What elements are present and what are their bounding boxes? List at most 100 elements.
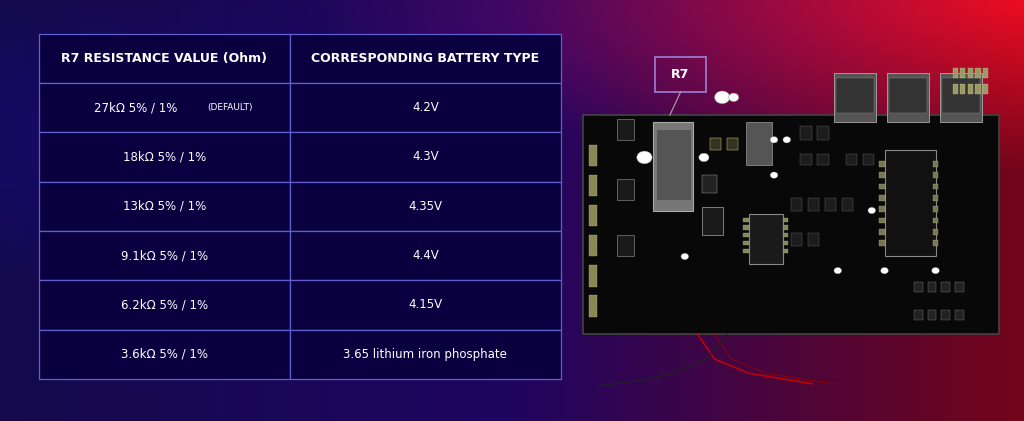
- Circle shape: [681, 253, 688, 260]
- Text: 13kΩ 5% / 1%: 13kΩ 5% / 1%: [123, 200, 206, 213]
- Bar: [928, 282, 936, 292]
- Bar: [933, 218, 938, 223]
- Bar: [39, 330, 290, 379]
- Bar: [952, 84, 957, 94]
- Bar: [743, 218, 749, 222]
- Bar: [933, 172, 938, 178]
- Bar: [743, 225, 749, 229]
- Bar: [39, 34, 290, 83]
- Bar: [933, 240, 938, 246]
- Bar: [39, 132, 290, 181]
- Bar: [879, 229, 885, 234]
- Text: R7 RESISTANCE VALUE (Ohm): R7 RESISTANCE VALUE (Ohm): [61, 52, 267, 65]
- Bar: [290, 181, 561, 231]
- Bar: [879, 240, 885, 246]
- Bar: [782, 241, 788, 245]
- Text: 6.2kΩ 5% / 1%: 6.2kΩ 5% / 1%: [121, 298, 208, 312]
- Bar: [39, 280, 290, 330]
- Bar: [952, 68, 957, 78]
- Bar: [816, 125, 829, 140]
- Bar: [290, 83, 561, 132]
- Bar: [791, 234, 802, 246]
- Bar: [701, 207, 723, 235]
- Bar: [955, 282, 964, 292]
- Bar: [583, 115, 999, 334]
- Bar: [782, 249, 788, 253]
- Bar: [653, 122, 693, 210]
- Bar: [701, 175, 717, 193]
- Bar: [743, 241, 749, 245]
- Bar: [879, 184, 885, 189]
- Circle shape: [770, 136, 778, 143]
- Circle shape: [715, 91, 730, 104]
- Bar: [39, 231, 290, 280]
- Bar: [983, 84, 988, 94]
- Text: R7: R7: [672, 68, 690, 81]
- Text: 9.1kΩ 5% / 1%: 9.1kΩ 5% / 1%: [121, 249, 208, 262]
- Bar: [290, 34, 561, 83]
- Bar: [743, 249, 749, 253]
- Text: 4.35V: 4.35V: [409, 200, 442, 213]
- Text: (DEFAULT): (DEFAULT): [207, 103, 252, 112]
- Bar: [825, 198, 836, 210]
- Text: 4.3V: 4.3V: [412, 150, 438, 163]
- Circle shape: [770, 172, 778, 179]
- Bar: [879, 161, 885, 167]
- Bar: [968, 68, 973, 78]
- Bar: [290, 330, 561, 379]
- Bar: [589, 235, 597, 256]
- Text: 27kΩ 5% / 1%: 27kΩ 5% / 1%: [94, 101, 177, 114]
- Bar: [743, 233, 749, 237]
- Text: 3.65 lithium iron phosphate: 3.65 lithium iron phosphate: [343, 348, 507, 361]
- Circle shape: [783, 136, 791, 143]
- Circle shape: [637, 151, 652, 164]
- Bar: [933, 184, 938, 189]
- Bar: [589, 205, 597, 226]
- Bar: [746, 122, 772, 165]
- Bar: [616, 179, 634, 200]
- Bar: [749, 214, 782, 264]
- Bar: [955, 310, 964, 320]
- Bar: [782, 233, 788, 237]
- Text: 4.15V: 4.15V: [409, 298, 442, 312]
- Bar: [727, 138, 738, 150]
- Bar: [39, 83, 290, 132]
- Bar: [940, 72, 982, 122]
- Text: 4.4V: 4.4V: [412, 249, 438, 262]
- Bar: [846, 154, 857, 165]
- Bar: [782, 218, 788, 222]
- Bar: [968, 84, 973, 94]
- Bar: [887, 72, 929, 122]
- Bar: [889, 78, 927, 113]
- Bar: [836, 78, 873, 113]
- Bar: [616, 119, 634, 140]
- Bar: [791, 198, 802, 210]
- Circle shape: [698, 153, 709, 162]
- Bar: [983, 68, 988, 78]
- Circle shape: [728, 93, 738, 101]
- Circle shape: [881, 267, 889, 274]
- Bar: [616, 235, 634, 256]
- Text: 18kΩ 5% / 1%: 18kΩ 5% / 1%: [123, 150, 206, 163]
- Bar: [834, 72, 876, 122]
- Bar: [808, 234, 818, 246]
- Bar: [656, 129, 691, 200]
- Bar: [961, 84, 966, 94]
- Bar: [816, 154, 829, 165]
- Bar: [933, 161, 938, 167]
- Bar: [879, 218, 885, 223]
- Bar: [290, 132, 561, 181]
- Bar: [933, 229, 938, 234]
- Bar: [782, 225, 788, 229]
- Bar: [879, 206, 885, 212]
- Bar: [885, 150, 936, 256]
- Bar: [941, 310, 950, 320]
- Bar: [914, 282, 923, 292]
- Bar: [942, 78, 980, 113]
- Text: CORRESPONDING BATTERY TYPE: CORRESPONDING BATTERY TYPE: [311, 52, 540, 65]
- Bar: [842, 198, 853, 210]
- Bar: [941, 282, 950, 292]
- Bar: [976, 68, 981, 78]
- Bar: [589, 296, 597, 317]
- Bar: [914, 310, 923, 320]
